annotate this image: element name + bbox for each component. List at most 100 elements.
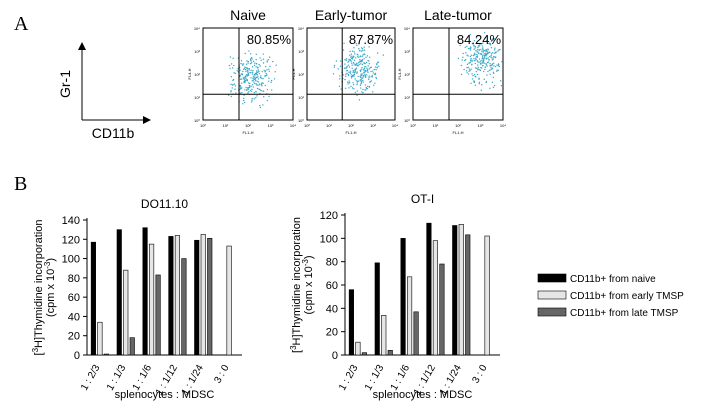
- y-tick-label: 0: [74, 350, 80, 362]
- x-axis-title: splenocytes : MDSC: [115, 389, 215, 401]
- event-dot: [482, 47, 484, 49]
- event-dot: [481, 56, 484, 58]
- event-dot: [240, 82, 243, 84]
- event-dot: [491, 59, 493, 61]
- event-dot: [492, 71, 495, 73]
- event-dot: [352, 69, 354, 72]
- event-dot: [351, 50, 354, 52]
- plot-axis-label: FL1-H: [242, 130, 253, 135]
- event-dot: [256, 87, 259, 90]
- event-dot: [496, 70, 498, 73]
- event-dot: [481, 57, 483, 60]
- event-dot: [367, 65, 369, 67]
- event-dot: [487, 42, 489, 45]
- event-dot: [260, 75, 262, 77]
- plot-tick: 10³: [370, 123, 376, 128]
- gate-percent: 87.87%: [349, 32, 394, 47]
- plot-tick: 10¹: [298, 95, 304, 100]
- y-axis-title-part: ): [45, 258, 57, 262]
- event-dot: [474, 67, 477, 69]
- event-dot: [471, 59, 473, 61]
- event-dot: [234, 85, 237, 87]
- event-dot: [356, 90, 359, 92]
- event-dot: [471, 73, 473, 75]
- event-dot: [479, 60, 482, 62]
- event-dot: [254, 79, 256, 81]
- event-dot: [487, 61, 490, 63]
- plot-tick: 10⁴: [298, 26, 304, 31]
- event-dot: [483, 49, 486, 52]
- event-dot: [243, 77, 245, 80]
- event-dot: [361, 77, 364, 79]
- event-dot: [465, 52, 467, 54]
- bar: [348, 289, 354, 356]
- plot-tick: 10³: [298, 49, 304, 54]
- event-dot: [501, 61, 503, 63]
- event-dot: [491, 64, 493, 67]
- event-dot: [500, 80, 502, 82]
- event-dot: [365, 61, 368, 64]
- event-dot: [366, 69, 369, 71]
- event-dot: [244, 79, 247, 82]
- event-dot: [354, 78, 356, 80]
- event-dot: [477, 68, 479, 70]
- event-dot: [364, 53, 366, 56]
- event-dot: [494, 52, 497, 54]
- event-dot: [257, 81, 260, 83]
- event-dot: [350, 53, 353, 55]
- event-dot: [354, 69, 356, 72]
- event-dot: [358, 48, 360, 50]
- plot-tick: 10⁰: [194, 118, 200, 123]
- event-dot: [368, 60, 370, 62]
- event-dot: [250, 60, 252, 62]
- event-dot: [252, 70, 254, 72]
- event-dot: [254, 62, 256, 64]
- event-dot: [359, 55, 362, 57]
- event-dot: [246, 69, 249, 72]
- bar: [355, 341, 361, 356]
- event-dot: [462, 56, 464, 59]
- event-dot: [348, 80, 350, 82]
- event-dot: [361, 66, 363, 69]
- event-dot: [362, 74, 365, 77]
- event-dot: [365, 70, 367, 73]
- event-dot: [365, 86, 367, 89]
- event-dot: [486, 74, 488, 76]
- event-dot: [490, 56, 492, 58]
- y-axis-title-part: H]Thymidine incorporation: [33, 220, 45, 348]
- bar: [142, 227, 148, 356]
- event-dot: [460, 73, 463, 76]
- event-dot: [245, 66, 247, 69]
- event-dot: [256, 84, 258, 86]
- event-dot: [353, 47, 355, 49]
- event-dot: [237, 67, 239, 70]
- event-dot: [262, 104, 264, 106]
- event-dot: [252, 77, 254, 79]
- event-dot: [471, 43, 474, 45]
- y-axis-title-part: ): [303, 255, 315, 259]
- event-dot: [350, 56, 352, 58]
- event-dot: [477, 52, 480, 54]
- event-dot: [347, 73, 350, 76]
- plot-tick: 10²: [455, 123, 461, 128]
- event-dot: [488, 55, 491, 58]
- event-dot: [248, 50, 250, 52]
- event-dot: [361, 48, 364, 50]
- event-dot: [233, 64, 235, 67]
- event-dot: [333, 64, 336, 67]
- event-dot: [480, 63, 482, 65]
- event-dot: [459, 44, 461, 47]
- event-dot: [487, 52, 489, 54]
- event-dot: [470, 59, 472, 62]
- event-dot: [230, 95, 233, 98]
- event-dot: [470, 54, 473, 56]
- bar: [413, 311, 419, 356]
- event-dot: [357, 56, 359, 58]
- event-dot: [480, 67, 483, 69]
- bar: [194, 239, 200, 356]
- event-dot: [256, 74, 259, 76]
- event-dot: [465, 70, 468, 72]
- event-dot: [366, 85, 369, 88]
- event-dot: [462, 52, 464, 55]
